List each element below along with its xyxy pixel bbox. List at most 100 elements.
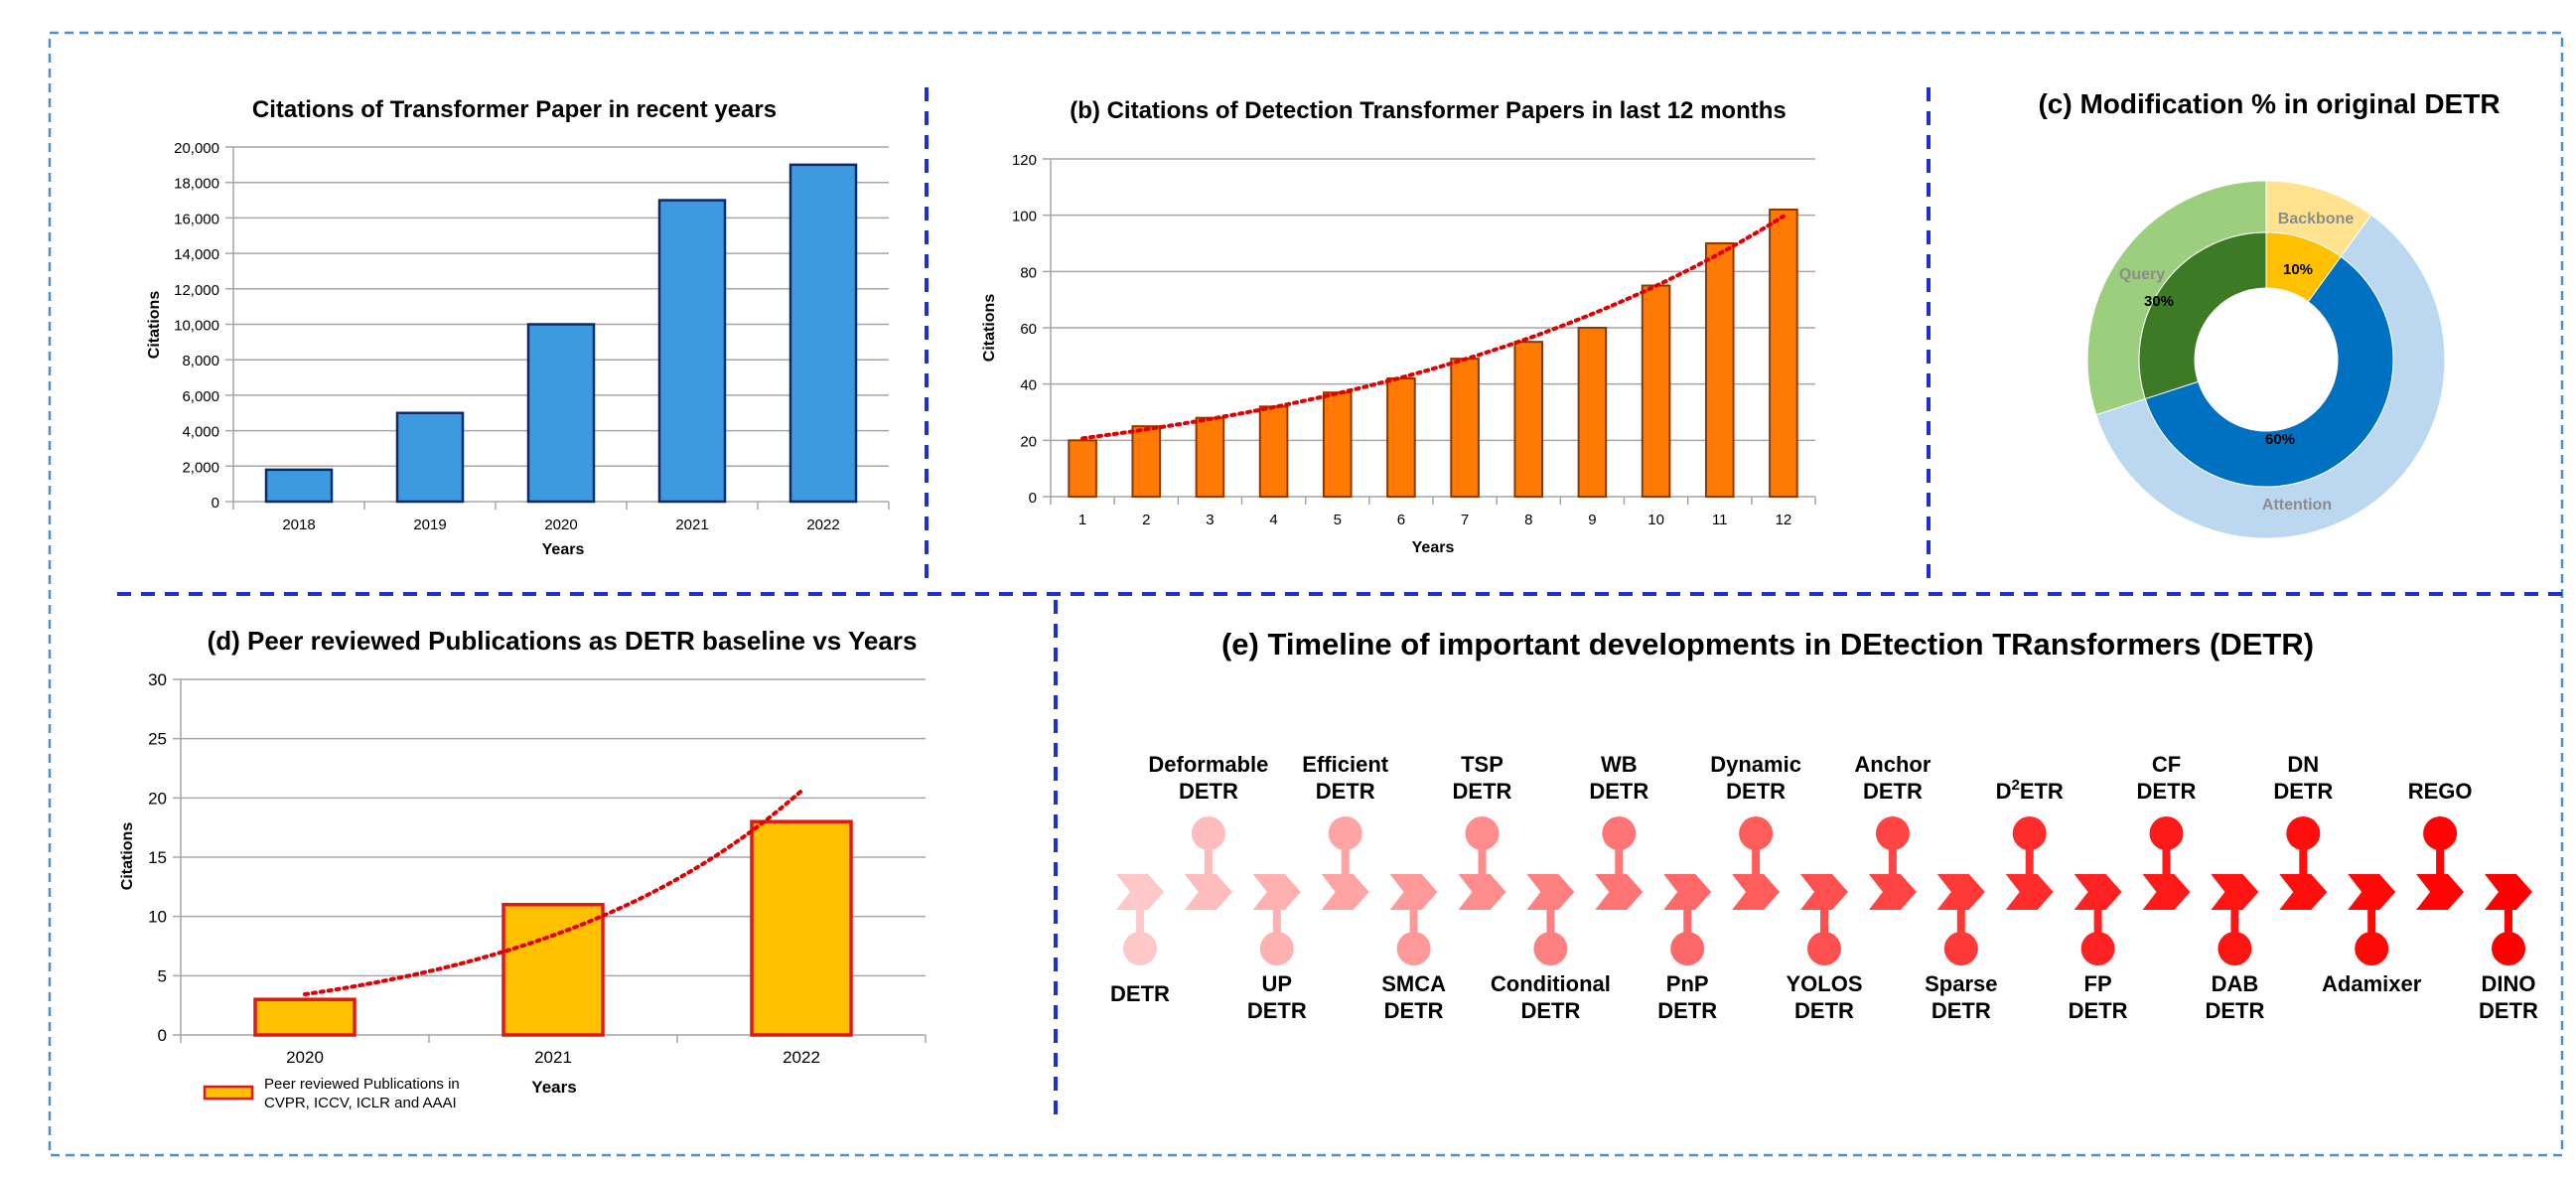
- timeline-chevron: [2348, 874, 2396, 910]
- chart-c-modification-donut: (c) Modification % in original DETR Back…: [2038, 88, 2501, 539]
- legend-swatch: [203, 1085, 254, 1101]
- chart-a-title: Citations of Transformer Paper in recent…: [252, 96, 777, 123]
- timeline-chevron: [1252, 874, 1301, 910]
- y-tick-label: 6,000: [182, 388, 219, 405]
- timeline-chevron: [1936, 874, 1985, 910]
- trendline: [303, 789, 803, 996]
- y-tick-label: 18,000: [174, 176, 219, 193]
- timeline-chevron: [2005, 874, 2054, 910]
- bar: [395, 411, 465, 504]
- x-tick-label: 2: [1142, 512, 1150, 528]
- timeline-stem: [1272, 902, 1281, 949]
- timeline-label: Deformable: [1148, 752, 1268, 777]
- timeline-label: DETR: [1110, 981, 1170, 1006]
- y-tick-label: 60: [1020, 321, 1037, 338]
- timeline-label: DETR: [1794, 998, 1854, 1023]
- x-tick-label: 6: [1397, 512, 1405, 528]
- timeline-stem: [2367, 902, 2376, 949]
- timeline-label: REGO: [2408, 779, 2473, 804]
- donut-label-attention: Attention: [2262, 497, 2332, 514]
- timeline-stem: [1409, 902, 1418, 949]
- timeline-label: WB: [1601, 752, 1638, 777]
- chart-b-title: (b) Citations of Detection Transformer P…: [1070, 97, 1786, 124]
- chart-d-ylabel: Citations: [119, 822, 136, 891]
- timeline-pin: [2080, 932, 2115, 965]
- bar: [526, 323, 596, 504]
- timeline-stem: [2504, 902, 2512, 949]
- timeline-pin: [2286, 816, 2321, 850]
- timeline-stem: [1888, 833, 1897, 882]
- x-tick-label: 3: [1206, 512, 1214, 528]
- bar: [264, 468, 334, 504]
- timeline-label: DETR: [1863, 779, 1923, 804]
- y-tick-label: 0: [1029, 490, 1037, 507]
- timeline-label: DETR: [1657, 998, 1717, 1023]
- bar: [1513, 341, 1544, 498]
- donut-pct-attention: 60%: [2265, 431, 2295, 448]
- timeline-label: DETR: [2479, 998, 2538, 1023]
- y-tick-label: 0: [212, 495, 219, 512]
- bar: [1641, 284, 1671, 498]
- timeline-stem: [2436, 833, 2445, 882]
- timeline-chevron: [2211, 874, 2259, 910]
- timeline-stem: [1341, 833, 1350, 882]
- timeline-label: DETR: [1179, 779, 1238, 804]
- timeline-pin: [1123, 932, 1157, 965]
- timeline-chevron: [2142, 874, 2191, 910]
- x-tick-label: 5: [1334, 512, 1342, 528]
- donut-pct-query: 30%: [2144, 293, 2174, 310]
- y-tick-label: 40: [1020, 377, 1037, 394]
- chart-d-title: (d) Peer reviewed Publications as DETR b…: [208, 626, 918, 656]
- timeline-label: DAB: [2212, 971, 2259, 996]
- timeline-stem: [1683, 902, 1692, 949]
- timeline-stem: [1546, 902, 1555, 949]
- timeline-label: DETR: [1520, 998, 1580, 1023]
- timeline-label: Anchor: [1854, 752, 1931, 777]
- timeline-stem: [1956, 902, 1965, 949]
- trendline: [1080, 214, 1786, 441]
- bar: [253, 997, 357, 1037]
- x-tick-label: 7: [1461, 512, 1469, 528]
- timeline-stem: [1615, 833, 1624, 882]
- bar: [1068, 439, 1097, 499]
- timeline-label: Adamixer: [2322, 971, 2422, 996]
- timeline-chevron: [1663, 874, 1712, 910]
- timeline-stem: [1820, 902, 1828, 949]
- timeline-label: DETR: [2069, 998, 2128, 1023]
- x-tick-label: 10: [1647, 512, 1664, 528]
- timeline-pin: [1943, 932, 1978, 965]
- timeline-label-part: D: [1996, 779, 2012, 804]
- timeline-pin: [2492, 932, 2525, 965]
- timeline-pin: [1807, 932, 1841, 965]
- timeline-chevron: [1116, 874, 1164, 910]
- timeline-label: DETR: [2137, 779, 2197, 804]
- bar: [1131, 425, 1162, 498]
- y-tick-label: 20: [1020, 433, 1037, 450]
- timeline-label: DETR: [1453, 779, 1512, 804]
- y-tick-label: 16,000: [174, 211, 219, 227]
- chart-a-xlabel: Years: [542, 541, 585, 558]
- donut-hole: [2195, 288, 2338, 431]
- chart-c-title: (c) Modification % in original DETR: [2038, 88, 2500, 119]
- donut-label-query: Query: [2119, 266, 2165, 283]
- timeline-pin: [2423, 816, 2458, 850]
- timeline-pin: [1533, 932, 1568, 965]
- timeline-chevron: [1526, 874, 1575, 910]
- timeline-label: YOLOS: [1786, 971, 1862, 996]
- timeline-chevron: [1458, 874, 1506, 910]
- timeline-label: DETR: [1589, 779, 1648, 804]
- timeline-label: D2ETR: [1996, 777, 2064, 804]
- bar: [1450, 358, 1480, 498]
- timeline-label: PnP: [1666, 971, 1709, 996]
- y-tick-label: 2,000: [182, 459, 219, 476]
- x-tick-label: 2020: [544, 517, 577, 533]
- timeline-label: Dynamic: [1710, 752, 1801, 777]
- x-tick-label: 2021: [675, 517, 708, 533]
- timeline-detr-developments: (e) Timeline of important developments i…: [1110, 627, 2538, 1023]
- timeline-label: DETR: [2273, 779, 2333, 804]
- x-tick-label: 2022: [806, 517, 839, 533]
- y-tick-label: 15: [148, 848, 167, 867]
- bar: [750, 819, 853, 1037]
